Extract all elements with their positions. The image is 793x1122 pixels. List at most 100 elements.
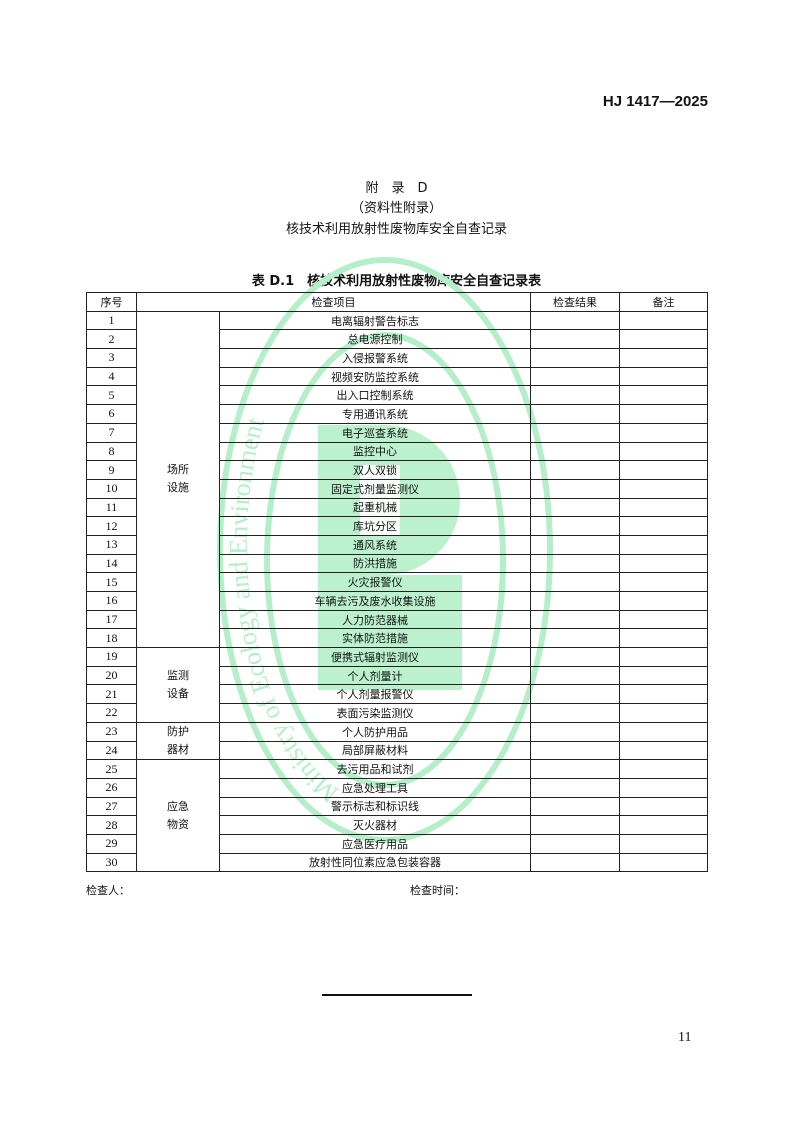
table-row: 9 双人双锁 xyxy=(86,460,708,480)
note-cell[interactable] xyxy=(619,348,708,368)
check-result-cell[interactable] xyxy=(530,497,620,518)
header-no: 序号 xyxy=(86,292,137,312)
note-cell[interactable] xyxy=(619,609,708,630)
check-result-cell[interactable] xyxy=(530,852,620,873)
note-cell[interactable] xyxy=(619,647,708,667)
table-row: 30 放射性同位素应急包装容器 xyxy=(86,852,708,873)
row-number: 12 xyxy=(86,516,137,536)
check-result-cell[interactable] xyxy=(530,759,620,779)
note-cell[interactable] xyxy=(619,852,708,873)
note-cell[interactable] xyxy=(619,591,708,611)
check-result-cell[interactable] xyxy=(530,329,620,350)
check-result-cell[interactable] xyxy=(530,777,620,798)
row-number: 27 xyxy=(86,796,137,817)
note-cell[interactable] xyxy=(619,815,708,835)
check-result-cell[interactable] xyxy=(530,647,620,667)
appendix-type: （资料性附录） xyxy=(350,201,442,216)
check-result-cell[interactable] xyxy=(530,422,620,443)
note-cell[interactable] xyxy=(619,478,708,499)
check-item: 车辆去污及废水收集设施 xyxy=(219,591,531,611)
check-item: 应急处理工具 xyxy=(219,777,531,798)
check-result-cell[interactable] xyxy=(530,815,620,835)
check-result-cell[interactable] xyxy=(530,703,620,723)
check-item: 个人剂量报警仪 xyxy=(219,684,531,705)
note-cell[interactable] xyxy=(619,366,708,387)
row-number: 19 xyxy=(86,647,137,667)
note-cell[interactable] xyxy=(619,572,708,592)
check-result-cell[interactable] xyxy=(530,516,620,536)
check-result-cell[interactable] xyxy=(530,534,620,555)
row-number: 25 xyxy=(86,759,137,779)
check-result-cell[interactable] xyxy=(530,628,620,649)
check-result-cell[interactable] xyxy=(530,740,620,761)
row-number: 7 xyxy=(86,422,137,443)
check-result-cell[interactable] xyxy=(530,404,620,424)
check-result-cell[interactable] xyxy=(530,833,620,854)
table-row: 15 火灾报警仪 xyxy=(86,572,708,592)
check-result-cell[interactable] xyxy=(530,310,620,331)
check-item: 专用通讯系统 xyxy=(219,404,531,424)
note-cell[interactable] xyxy=(619,404,708,424)
row-number: 15 xyxy=(86,572,137,592)
note-cell[interactable] xyxy=(619,721,708,742)
check-result-cell[interactable] xyxy=(530,478,620,499)
row-number: 8 xyxy=(86,441,137,462)
check-item: 防洪措施 xyxy=(219,553,531,574)
row-number: 6 xyxy=(86,404,137,424)
note-cell[interactable] xyxy=(619,516,708,536)
note-cell[interactable] xyxy=(619,703,708,723)
appendix-title: 附 录 D xyxy=(365,181,428,196)
check-item: 实体防范措施 xyxy=(219,628,531,649)
self-check-table: 序号 检查项目 检查结果 备注 1 场所 设施 电离辐射警告标志 2 总电源控制 3 入侵报… xyxy=(86,292,708,873)
check-result-cell[interactable] xyxy=(530,366,620,387)
row-number: 5 xyxy=(86,385,137,406)
note-cell[interactable] xyxy=(619,796,708,817)
note-cell[interactable] xyxy=(619,422,708,443)
row-number: 9 xyxy=(86,460,137,480)
check-result-cell[interactable] xyxy=(530,591,620,611)
check-result-cell[interactable] xyxy=(530,572,620,592)
check-result-cell[interactable] xyxy=(530,441,620,462)
row-number: 10 xyxy=(86,478,137,499)
note-cell[interactable] xyxy=(619,460,708,480)
check-result-cell[interactable] xyxy=(530,553,620,574)
note-cell[interactable] xyxy=(619,497,708,518)
note-cell[interactable] xyxy=(619,759,708,779)
row-number: 13 xyxy=(86,534,137,555)
check-result-cell[interactable] xyxy=(530,460,620,480)
check-result-cell[interactable] xyxy=(530,385,620,406)
note-cell[interactable] xyxy=(619,329,708,350)
note-cell[interactable] xyxy=(619,441,708,462)
check-item: 局部屏蔽材料 xyxy=(219,740,531,761)
table-row: 3 入侵报警系统 xyxy=(86,348,708,368)
note-cell[interactable] xyxy=(619,385,708,406)
check-result-cell[interactable] xyxy=(530,721,620,742)
table-row: 27 警示标志和标识线 xyxy=(86,796,708,817)
check-result-cell[interactable] xyxy=(530,684,620,705)
row-number: 1 xyxy=(86,310,137,331)
note-cell[interactable] xyxy=(619,833,708,854)
note-cell[interactable] xyxy=(619,740,708,761)
check-item: 去污用品和试剂 xyxy=(219,759,531,779)
check-item: 通风系统 xyxy=(219,534,531,555)
note-cell[interactable] xyxy=(619,553,708,574)
check-result-cell[interactable] xyxy=(530,348,620,368)
check-result-cell[interactable] xyxy=(530,796,620,817)
note-cell[interactable] xyxy=(619,628,708,649)
row-number: 2 xyxy=(86,329,137,350)
header-note: 备注 xyxy=(619,292,708,312)
note-cell[interactable] xyxy=(619,310,708,331)
note-cell[interactable] xyxy=(619,777,708,798)
check-item: 人力防范器械 xyxy=(219,609,531,630)
row-number: 22 xyxy=(86,703,137,723)
row-number: 28 xyxy=(86,815,137,835)
note-cell[interactable] xyxy=(619,665,708,686)
row-number: 16 xyxy=(86,591,137,611)
note-cell[interactable] xyxy=(619,534,708,555)
table-row: 4 视频安防监控系统 xyxy=(86,366,708,387)
table-row: 26 应急处理工具 xyxy=(86,777,708,798)
check-result-cell[interactable] xyxy=(530,665,620,686)
note-cell[interactable] xyxy=(619,684,708,705)
appendix-name: 核技术利用放射性废物库安全自查记录 xyxy=(285,222,507,237)
check-result-cell[interactable] xyxy=(530,609,620,630)
